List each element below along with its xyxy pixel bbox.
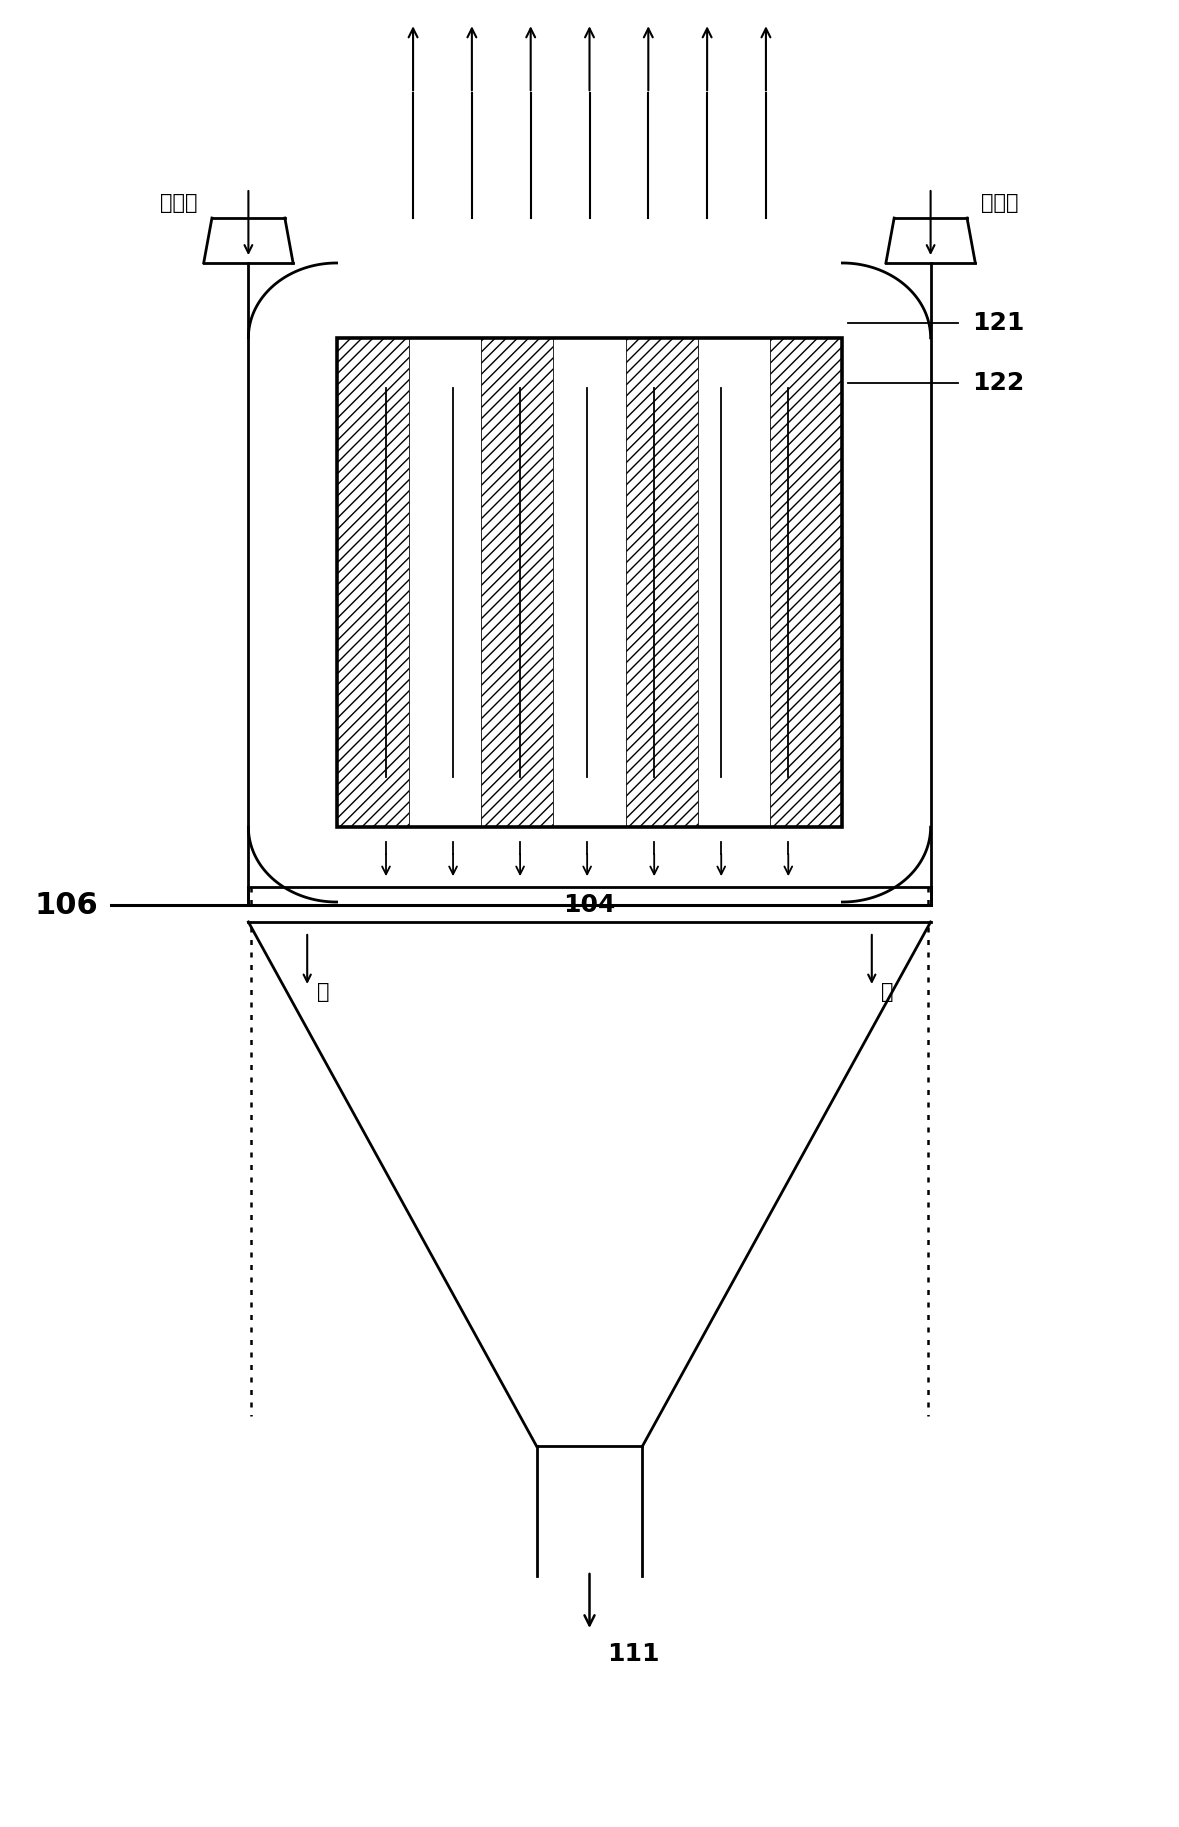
Bar (481, 338, 553, 828)
Text: 106: 106 (34, 890, 98, 919)
Text: 渣: 渣 (317, 981, 329, 1001)
Bar (770, 338, 842, 828)
Text: 104: 104 (564, 893, 615, 917)
Bar (626, 338, 698, 828)
Text: 溶剑油: 溶剑油 (981, 194, 1019, 214)
Bar (698, 338, 770, 828)
Text: 111: 111 (607, 1642, 659, 1666)
Text: 121: 121 (971, 311, 1025, 334)
Text: 122: 122 (971, 371, 1025, 395)
Bar (337, 338, 409, 828)
Text: 溶剑油: 溶剑油 (160, 194, 198, 214)
Bar (553, 338, 626, 828)
Bar (337, 338, 842, 828)
Bar (409, 338, 481, 828)
Text: 渣: 渣 (881, 981, 894, 1001)
